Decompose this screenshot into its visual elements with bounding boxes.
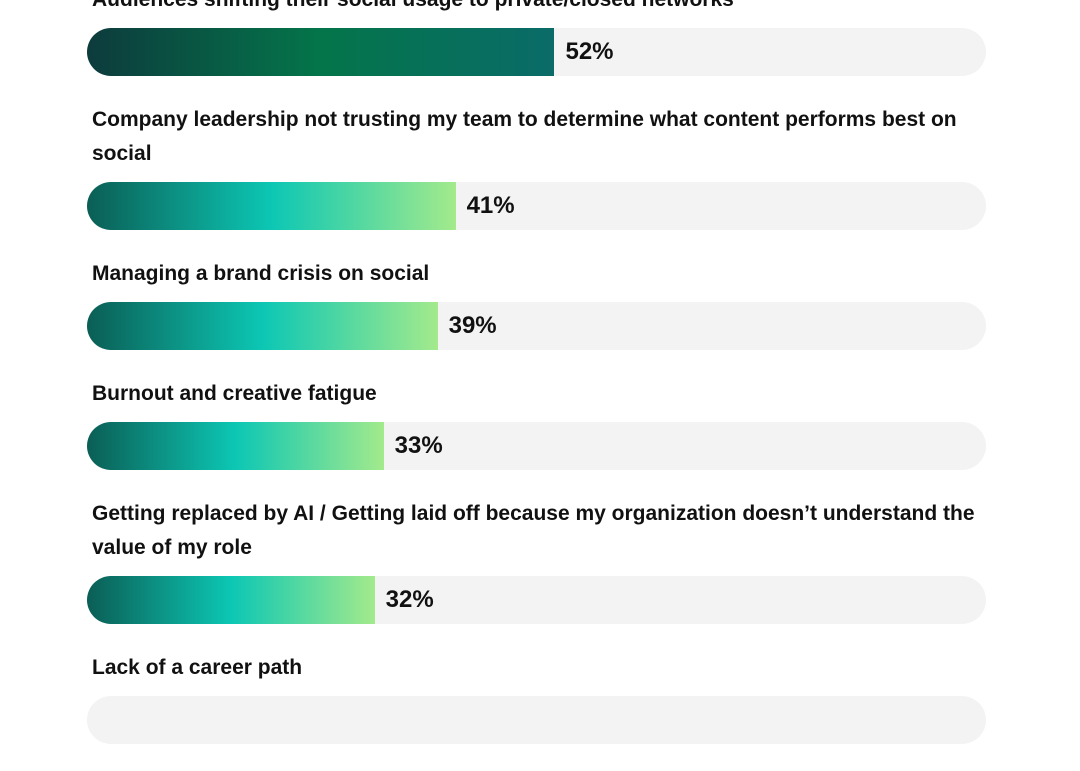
category-label: Lack of a career path [92,656,303,679]
value-label: 41% [466,192,515,219]
category-label: Company leadership not trusting my team … [92,108,957,165]
bar-row: 39% [87,302,986,350]
value-label: 39% [448,312,497,339]
category-label: Managing a brand crisis on social [92,262,430,285]
bar-row: 52% [87,28,986,76]
value-label: 52% [565,38,614,65]
bar-row [87,696,986,744]
bar-row: 33% [87,422,986,470]
category-label: Audiences shifting their social usage to… [92,0,987,17]
bar [87,576,375,624]
bar-row: 32% [87,576,986,624]
bar [87,302,438,350]
category-label: Burnout and creative fatigue [92,382,377,405]
category-label: Getting replaced by AI / Getting laid of… [92,502,975,559]
page: Audiences shifting their social usage to… [87,0,986,744]
bar-track [87,696,986,744]
bar [87,182,456,230]
value-label: 32% [385,586,434,613]
bar [87,422,384,470]
bar [87,28,555,76]
bar-row: 41% [87,182,986,230]
value-label: 33% [394,432,443,459]
